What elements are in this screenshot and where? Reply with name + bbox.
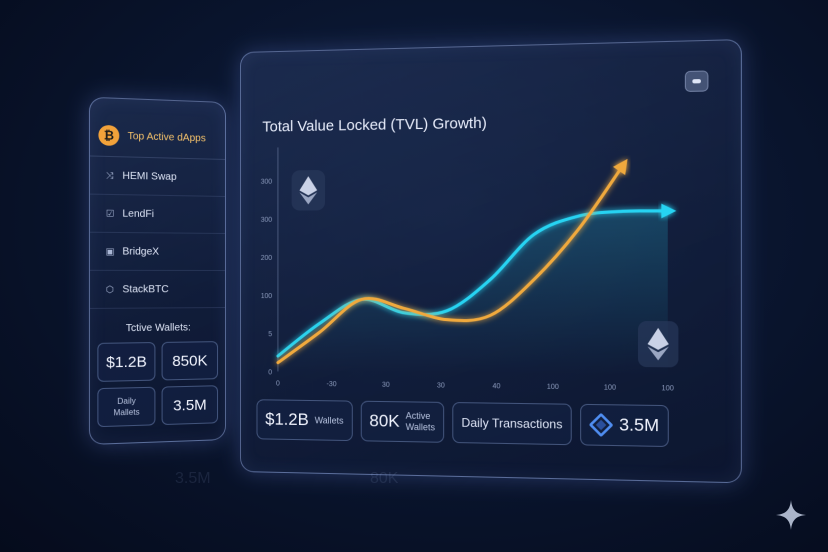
active-wallets-line2: Wallets: [406, 422, 435, 434]
transactions-value-card: 3.5M: [580, 404, 668, 447]
series-arrowhead-1: [613, 159, 627, 175]
y-tick-label: 0: [268, 369, 272, 376]
dapp-item-bridgex[interactable]: ▣ BridgeX: [90, 233, 225, 271]
y-tick-label: 300: [261, 179, 272, 186]
tvl-card: $1.2B Wallets: [256, 399, 352, 441]
ethereum-icon: [292, 170, 325, 211]
active-wallets-card: 80K Active Wallets: [360, 401, 444, 443]
x-tick-label: 30: [382, 382, 390, 389]
x-tick-label: 100: [662, 385, 675, 393]
dapp-item-label: HEMI Swap: [122, 170, 176, 182]
bridge-icon: ▣: [105, 246, 115, 257]
x-tick-label: 100: [547, 384, 559, 391]
active-wallets-line1: Active: [406, 411, 435, 423]
daily-label-line2: Mallets: [113, 406, 139, 418]
reflection-text: 80K: [370, 470, 398, 488]
dapp-item-label: StackBTC: [122, 284, 168, 295]
reflection-text: 3.5M: [175, 470, 211, 488]
dapp-item-label: BridgeX: [122, 246, 159, 257]
series-arrowhead-0: [661, 204, 676, 219]
active-wallets-label: Tctive Wallets:: [90, 308, 225, 343]
hemi-logo-icon: [590, 413, 613, 436]
wallets-stat: 850K: [162, 341, 218, 380]
sparkle-icon: [776, 500, 806, 530]
tvl-stat: $1.2B: [97, 342, 155, 382]
y-tick-label: 100: [261, 293, 272, 300]
tvl-value: $1.2B: [265, 409, 308, 430]
tvl-panel: Total Value Locked (TVL) Growth) 300 300 2…: [240, 39, 742, 483]
daily-transactions-label: Daily Transactions: [461, 415, 562, 431]
daily-label-stat: Daily Mallets: [97, 387, 155, 427]
stats-grid: $1.2B 850K Daily Mallets 3.5M: [90, 341, 225, 427]
x-tick-label: -30: [327, 381, 337, 388]
dapps-header: ₿ Top Active dApps: [90, 98, 225, 160]
dapp-item-hemi-swap[interactable]: ⤨ HEMI Swap: [90, 156, 225, 196]
ethereum-icon: [638, 321, 678, 367]
tx-stat: 3.5M: [162, 385, 218, 425]
checkbox-icon: ☑: [105, 208, 115, 219]
daily-transactions-card: Daily Transactions: [452, 402, 572, 445]
swap-icon: ⤨: [105, 170, 115, 182]
x-tick-label: 40: [493, 383, 501, 390]
y-tick-label: 300: [261, 217, 272, 224]
bitcoin-icon: ₿: [98, 125, 119, 146]
dapp-item-stackbtc[interactable]: ⬡ StackBTC: [90, 271, 225, 309]
active-wallets-value: 80K: [369, 411, 399, 432]
tvl-label: Wallets: [315, 415, 344, 427]
y-tick-label: 200: [261, 255, 272, 262]
y-tick-label: 5: [268, 331, 272, 338]
x-tick-label: 30: [437, 382, 445, 389]
dapp-item-label: LendFi: [122, 208, 154, 220]
dapp-item-lendfi[interactable]: ☑ LendFi: [90, 195, 225, 234]
daily-label-line1: Daily: [117, 395, 135, 407]
x-tick-label: 0: [276, 380, 280, 387]
dapps-title: Top Active dApps: [128, 130, 206, 144]
shield-icon: ⬡: [105, 284, 115, 295]
active-wallets-text: Active Wallets: [406, 411, 435, 434]
stats-row: $1.2B Wallets 80K Active Wallets Daily T…: [256, 399, 668, 447]
chart-series: [278, 158, 676, 376]
x-tick-label: 100: [604, 384, 616, 391]
top-dapps-panel: ₿ Top Active dApps ⤨ HEMI Swap ☑ LendFi …: [89, 97, 226, 445]
transactions-value: 3.5M: [619, 415, 659, 437]
